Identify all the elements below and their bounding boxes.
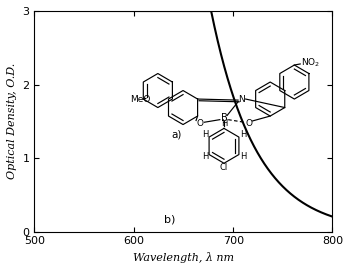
Text: H: H — [221, 119, 227, 128]
Text: a): a) — [172, 129, 182, 139]
Y-axis label: Optical Density, O.D.: Optical Density, O.D. — [7, 63, 17, 180]
Text: O: O — [196, 119, 203, 127]
Text: B: B — [220, 113, 228, 123]
Text: N: N — [238, 94, 245, 103]
Text: H: H — [202, 152, 208, 161]
Text: H: H — [202, 130, 208, 139]
Text: NO$_2$: NO$_2$ — [301, 57, 320, 69]
Text: O: O — [245, 119, 252, 127]
Text: b): b) — [163, 215, 175, 225]
Text: Cl: Cl — [220, 163, 228, 173]
Text: H: H — [240, 152, 246, 161]
Text: H: H — [240, 130, 246, 139]
Text: MeO: MeO — [131, 94, 151, 103]
X-axis label: Wavelength, λ nm: Wavelength, λ nm — [133, 252, 234, 263]
